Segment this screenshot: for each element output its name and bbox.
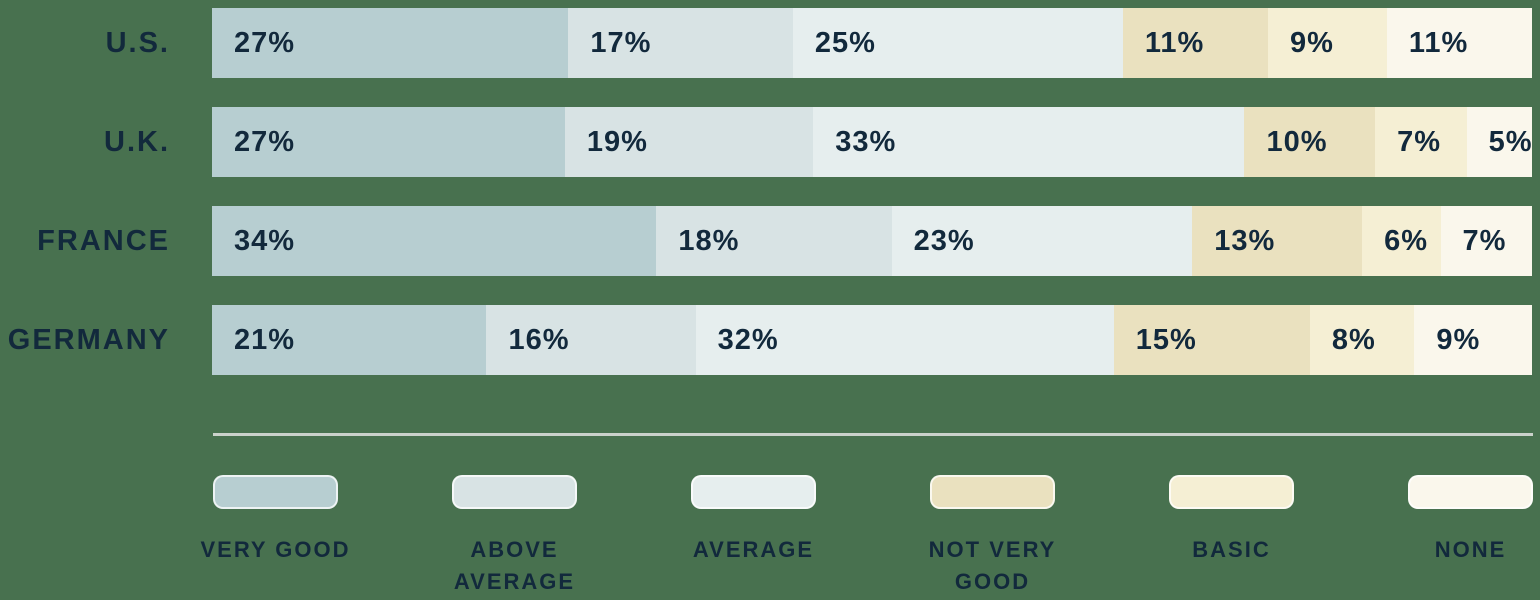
bar-row: U.K. 27% 19% 33% 10% 7% 5% — [0, 107, 1540, 177]
divider-line — [213, 433, 1533, 436]
bar-segment: 21% — [212, 305, 487, 375]
bar-segment: 18% — [656, 206, 892, 276]
bar-segment: 19% — [564, 107, 814, 177]
row-label: FRANCE — [37, 224, 170, 257]
legend: VERY GOOD ABOVE AVERAGE AVERAGE NOT VERY GO… — [156, 475, 1540, 598]
bar-value-label: 25% — [814, 26, 876, 59]
bar-value-label: 34% — [234, 224, 296, 257]
bar-segment: 32% — [695, 305, 1114, 375]
bar-row: FRANCE 34% 18% 23% 13% 6% 7% — [0, 206, 1540, 276]
bar-segment: 23% — [891, 206, 1193, 276]
stacked-bar: 21% 16% 32% 15% 8% 9% — [212, 305, 1532, 375]
row-label: U.S. — [105, 26, 170, 59]
legend-item: NOT VERY GOOD — [873, 475, 1112, 598]
bar-row: U.S. 27% 17% 25% 11% 9% 11% — [0, 8, 1540, 78]
legend-item: ABOVE AVERAGE — [395, 475, 634, 598]
bar-segment: 15% — [1113, 305, 1310, 375]
bar-segment: 9% — [1268, 8, 1387, 78]
legend-item: NONE — [1351, 475, 1540, 598]
bar-segment: 8% — [1309, 305, 1415, 375]
bar-segment: 27% — [212, 8, 569, 78]
bar-value-label: 7% — [1462, 224, 1507, 257]
bar-value-label: 23% — [913, 224, 975, 257]
bar-segment: 16% — [486, 305, 696, 375]
bar-segment: 25% — [792, 8, 1123, 78]
bar-segment: 27% — [212, 107, 565, 177]
bar-segment: 7% — [1375, 107, 1467, 177]
bar-value-label: 6% — [1384, 224, 1429, 257]
bar-value-label: 7% — [1397, 125, 1442, 158]
legend-label: NONE — [1434, 537, 1507, 562]
legend-swatch — [1408, 475, 1533, 509]
bar-value-label: 17% — [590, 26, 652, 59]
bar-segment: 33% — [813, 107, 1245, 177]
bar-segment: 13% — [1192, 206, 1363, 276]
bar-segment: 5% — [1466, 107, 1532, 177]
legend-swatch — [452, 475, 577, 509]
legend-swatch — [213, 475, 338, 509]
bar-value-label: 10% — [1266, 125, 1328, 158]
bar-segment: 10% — [1244, 107, 1376, 177]
legend-label: VERY GOOD — [200, 537, 351, 562]
bar-value-label: 19% — [586, 125, 648, 158]
bar-value-label: 11% — [1144, 26, 1205, 59]
bar-segment: 11% — [1386, 8, 1532, 78]
bar-segment: 17% — [568, 8, 793, 78]
bar-value-label: 9% — [1436, 323, 1481, 356]
row-label: U.K. — [104, 125, 170, 158]
legend-swatch — [930, 475, 1055, 509]
bar-rows: U.S. 27% 17% 25% 11% 9% 11% U.K. 27% 19% 33% 10% 7% 5… — [0, 8, 1540, 404]
legend-swatch — [691, 475, 816, 509]
bar-value-label: 11% — [1408, 26, 1469, 59]
bar-segment: 34% — [212, 206, 657, 276]
bar-value-label: 5% — [1488, 125, 1532, 158]
legend-item: BASIC — [1112, 475, 1351, 598]
stacked-bar: 27% 17% 25% 11% 9% 11% — [212, 8, 1532, 78]
legend-label: NOT VERY GOOD — [928, 537, 1057, 594]
legend-label: ABOVE AVERAGE — [453, 537, 576, 594]
bar-segment: 6% — [1362, 206, 1441, 276]
bar-value-label: 27% — [234, 125, 296, 158]
bar-row: GERMANY 21% 16% 32% 15% 8% 9% — [0, 305, 1540, 375]
bar-value-label: 16% — [508, 323, 570, 356]
legend-swatch — [1169, 475, 1294, 509]
bar-segment: 7% — [1440, 206, 1532, 276]
bar-value-label: 13% — [1214, 224, 1276, 257]
stacked-bar: 27% 19% 33% 10% 7% 5% — [212, 107, 1532, 177]
legend-label: BASIC — [1192, 537, 1271, 562]
bar-segment: 11% — [1122, 8, 1269, 78]
bar-value-label: 8% — [1331, 323, 1376, 356]
stacked-bar: 34% 18% 23% 13% 6% 7% — [212, 206, 1532, 276]
legend-label: AVERAGE — [692, 537, 815, 562]
legend-item: AVERAGE — [634, 475, 873, 598]
bar-value-label: 27% — [234, 26, 296, 59]
bar-value-label: 33% — [835, 125, 897, 158]
bar-segment: 9% — [1414, 305, 1532, 375]
bar-value-label: 32% — [717, 323, 779, 356]
bar-value-label: 9% — [1290, 26, 1334, 59]
bar-value-label: 15% — [1135, 323, 1197, 356]
bar-value-label: 21% — [234, 323, 296, 356]
bar-value-label: 18% — [678, 224, 740, 257]
row-label: GERMANY — [7, 323, 170, 356]
legend-item: VERY GOOD — [156, 475, 395, 598]
